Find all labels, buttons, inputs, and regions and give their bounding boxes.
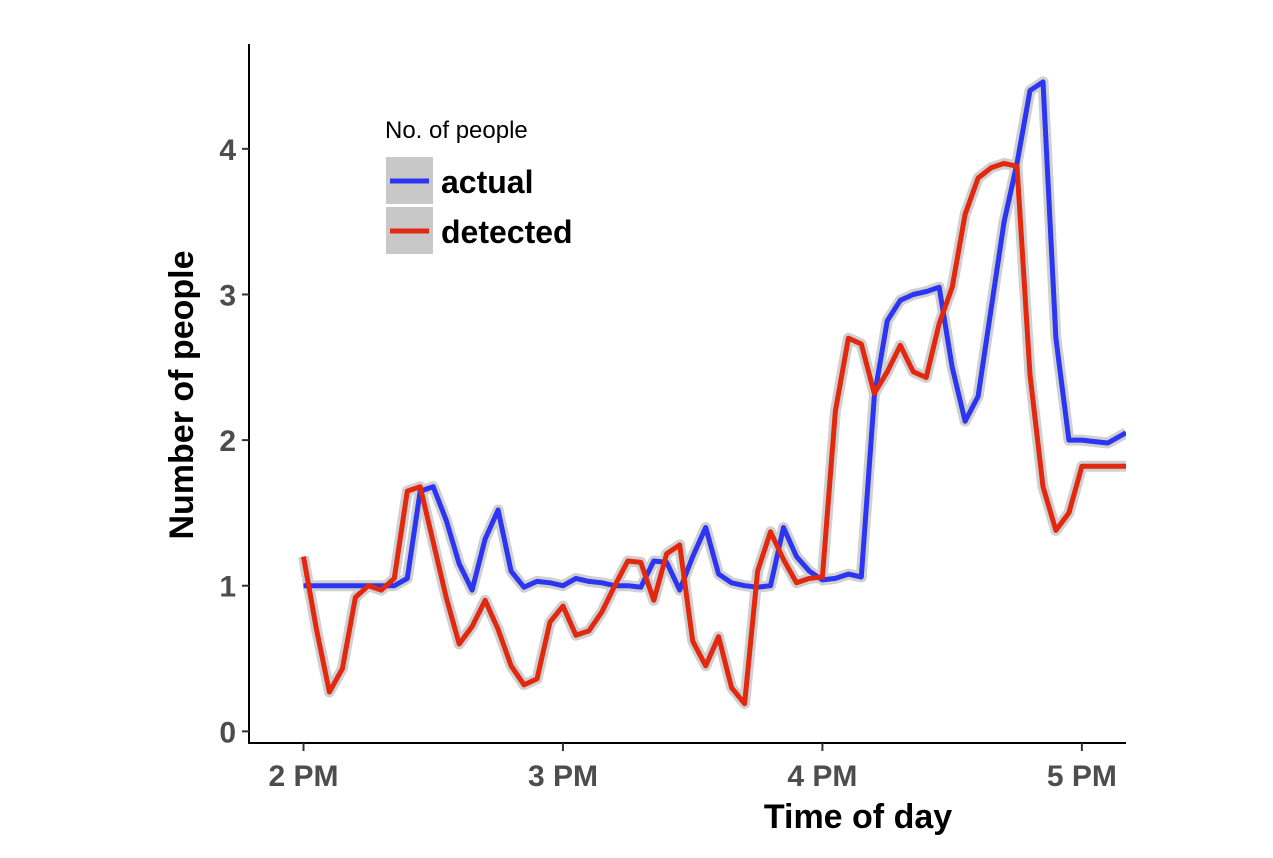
y-tick-label: 4	[219, 134, 236, 167]
x-tick-label: 5 PM	[1047, 760, 1117, 793]
legend-label-actual: actual	[441, 164, 533, 200]
legend-title: No. of people	[385, 117, 528, 144]
series-line-actual	[303, 79, 1126, 593]
x-tick-label: 3 PM	[528, 760, 598, 793]
y-ticks: 0 1 2 3 4	[219, 134, 249, 749]
y-tick-label: 0	[219, 716, 236, 749]
series-line-detected	[301, 160, 1126, 707]
legend-label-detected: detected	[441, 214, 573, 250]
y-tick-label: 1	[219, 571, 236, 604]
x-ticks: 2 PM 3 PM 4 PM 5 PM	[268, 743, 1117, 793]
x-tick-label: 4 PM	[787, 760, 857, 793]
legend: No. of people actual detected	[385, 117, 573, 254]
x-tick-label: 2 PM	[268, 760, 338, 793]
y-tick-label: 3	[219, 279, 236, 312]
series-group	[298, 76, 1126, 710]
x-axis-title: Time of day	[764, 798, 952, 836]
y-tick-label: 2	[219, 425, 236, 458]
y-axis-title: Number of people	[163, 250, 201, 539]
